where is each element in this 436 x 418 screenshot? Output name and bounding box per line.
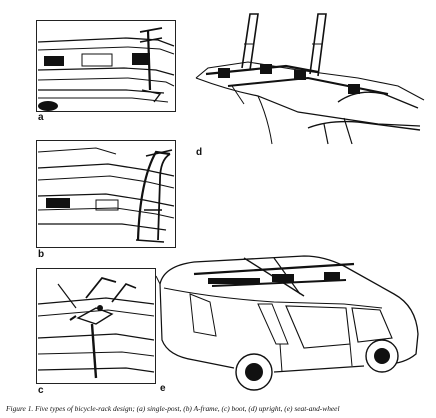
illustration-a-frame-rack [36, 140, 176, 248]
illustration-single-post-rack [36, 20, 176, 112]
illustration-boot-rack [36, 268, 156, 384]
figure-panel-e [154, 244, 424, 392]
figure-caption: Figure 1. Five types of bicycle-rack des… [6, 404, 340, 413]
panel-label-e: e [160, 383, 166, 394]
figure-panel-b [36, 140, 176, 248]
panel-label-a: a [38, 112, 44, 123]
illustration-upright-roof-rack [188, 8, 432, 146]
figure-panel-d [188, 8, 432, 146]
figure-panel-c [36, 268, 156, 384]
illustration-seat-and-wheel-rack [154, 244, 424, 392]
figure-panel-a [36, 20, 176, 112]
panel-label-b: b [38, 249, 45, 260]
panel-label-c: c [38, 385, 44, 396]
panel-label-d: d [196, 147, 203, 158]
